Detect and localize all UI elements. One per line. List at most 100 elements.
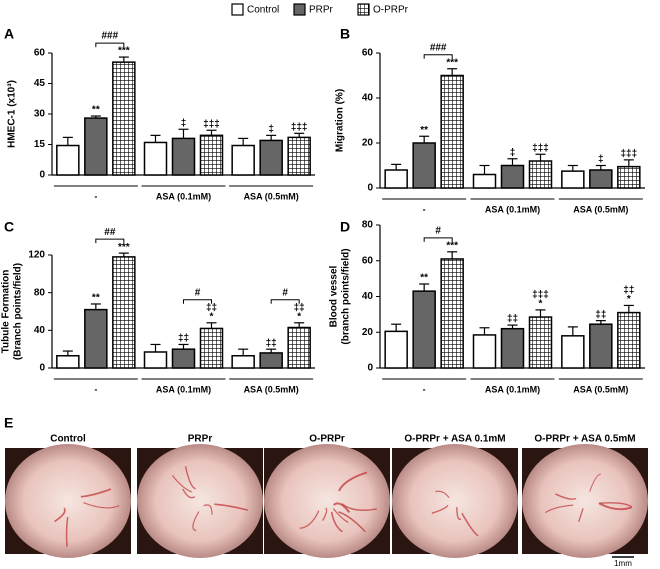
bar	[84, 308, 108, 369]
egg-image	[5, 444, 131, 558]
bar	[440, 74, 464, 189]
x-tick-label: ASA (0.5mM)	[244, 191, 299, 201]
vessel	[299, 510, 320, 529]
panel-letter: C	[4, 219, 14, 235]
bar	[561, 335, 585, 369]
legend-swatch	[231, 3, 244, 16]
significance-mark: ‡‡	[178, 333, 189, 344]
bar	[472, 334, 497, 369]
bracket-label: #	[435, 225, 441, 236]
error-bar	[266, 134, 277, 141]
significance-mark: *	[210, 311, 214, 322]
error-bar	[447, 251, 458, 259]
error-bar	[90, 303, 101, 310]
panel-letter: E	[4, 415, 13, 431]
legend-label: PRPr	[309, 5, 334, 16]
y-tick-label: 60	[362, 255, 374, 266]
y-tick-label: 15	[34, 139, 46, 150]
error-bar	[535, 309, 546, 318]
y-axis-label: Migration (%)	[335, 89, 346, 152]
significance-mark: ‡‡	[266, 338, 277, 349]
error-bar	[206, 322, 217, 329]
error-bar	[623, 304, 634, 313]
image-label: O-PRPr	[309, 434, 345, 445]
y-tick-label: 0	[39, 170, 45, 181]
error-bar	[391, 163, 402, 170]
bar	[384, 169, 408, 189]
error-bar	[419, 135, 430, 143]
significance-mark: ‡‡	[623, 285, 634, 296]
bar	[143, 351, 168, 369]
x-tick-label: -	[94, 191, 97, 201]
image-label: O-PRPr + ASA 0.5mM	[534, 434, 635, 445]
error-bar	[294, 322, 305, 328]
bar	[112, 61, 136, 176]
bar	[259, 352, 283, 369]
error-bar	[567, 326, 578, 336]
significance-mark: ***	[118, 46, 130, 57]
error-bar	[595, 320, 606, 325]
error-bar	[62, 350, 73, 356]
bar	[500, 164, 525, 189]
vessel	[545, 504, 574, 514]
bracket	[95, 238, 125, 244]
bar	[56, 355, 80, 369]
bar	[384, 330, 408, 369]
y-tick-label: 120	[28, 250, 45, 261]
error-bar	[567, 164, 578, 172]
bar	[589, 323, 613, 369]
error-bar	[535, 153, 546, 161]
error-bar	[150, 343, 161, 352]
vessel	[338, 511, 366, 533]
significance-mark: **	[92, 105, 100, 116]
error-bar	[118, 56, 129, 63]
vessel	[54, 507, 66, 523]
x-tick-label: ASA (0.5mM)	[573, 384, 628, 394]
y-axis-label: HMEC-1 (x10³)	[7, 80, 18, 148]
x-tick-label: -	[94, 384, 97, 394]
bracket	[183, 299, 212, 304]
significance-mark: *	[297, 311, 301, 322]
vessel	[65, 516, 69, 547]
error-bar	[479, 327, 490, 335]
x-tick-label: ASA (0.5mM)	[244, 384, 299, 394]
egg-image	[137, 444, 263, 558]
vessel	[214, 503, 248, 511]
significance-mark: ‡	[598, 154, 604, 165]
scale-bar-label: 1mm	[614, 559, 632, 568]
vessel	[435, 490, 450, 499]
bar	[231, 355, 255, 369]
error-bar	[294, 132, 305, 138]
bracket	[270, 299, 300, 304]
bracket-label: ##	[104, 227, 116, 238]
error-bar	[150, 134, 161, 143]
bar	[199, 134, 224, 176]
y-tick-label: 0	[367, 183, 373, 194]
bar	[112, 256, 136, 369]
error-bar	[507, 324, 518, 329]
significance-mark: ‡‡	[206, 302, 217, 313]
vessel	[461, 512, 479, 537]
vessel	[184, 466, 196, 490]
significance-mark: ***	[446, 240, 458, 251]
significance-mark: ‡‡	[294, 302, 305, 313]
bar	[171, 348, 196, 369]
significance-mark: ***	[446, 57, 458, 68]
error-bar	[447, 68, 458, 76]
panel-letter: A	[4, 26, 14, 42]
bar	[589, 169, 613, 189]
significance-mark: *	[539, 299, 543, 310]
significance-mark: ‡‡‡	[532, 290, 549, 301]
bar	[56, 144, 80, 176]
bar	[528, 316, 553, 369]
bracket-label: #	[282, 287, 288, 298]
x-tick-label: ASA (0.5mM)	[573, 204, 628, 214]
significance-mark: ‡‡	[507, 314, 518, 325]
significance-mark: **	[420, 125, 428, 136]
significance-mark: **	[92, 293, 100, 304]
error-bar	[90, 115, 101, 119]
vessel	[333, 502, 351, 514]
y-tick-label: 40	[362, 291, 374, 302]
error-bar	[595, 164, 606, 170]
bar	[287, 136, 311, 176]
